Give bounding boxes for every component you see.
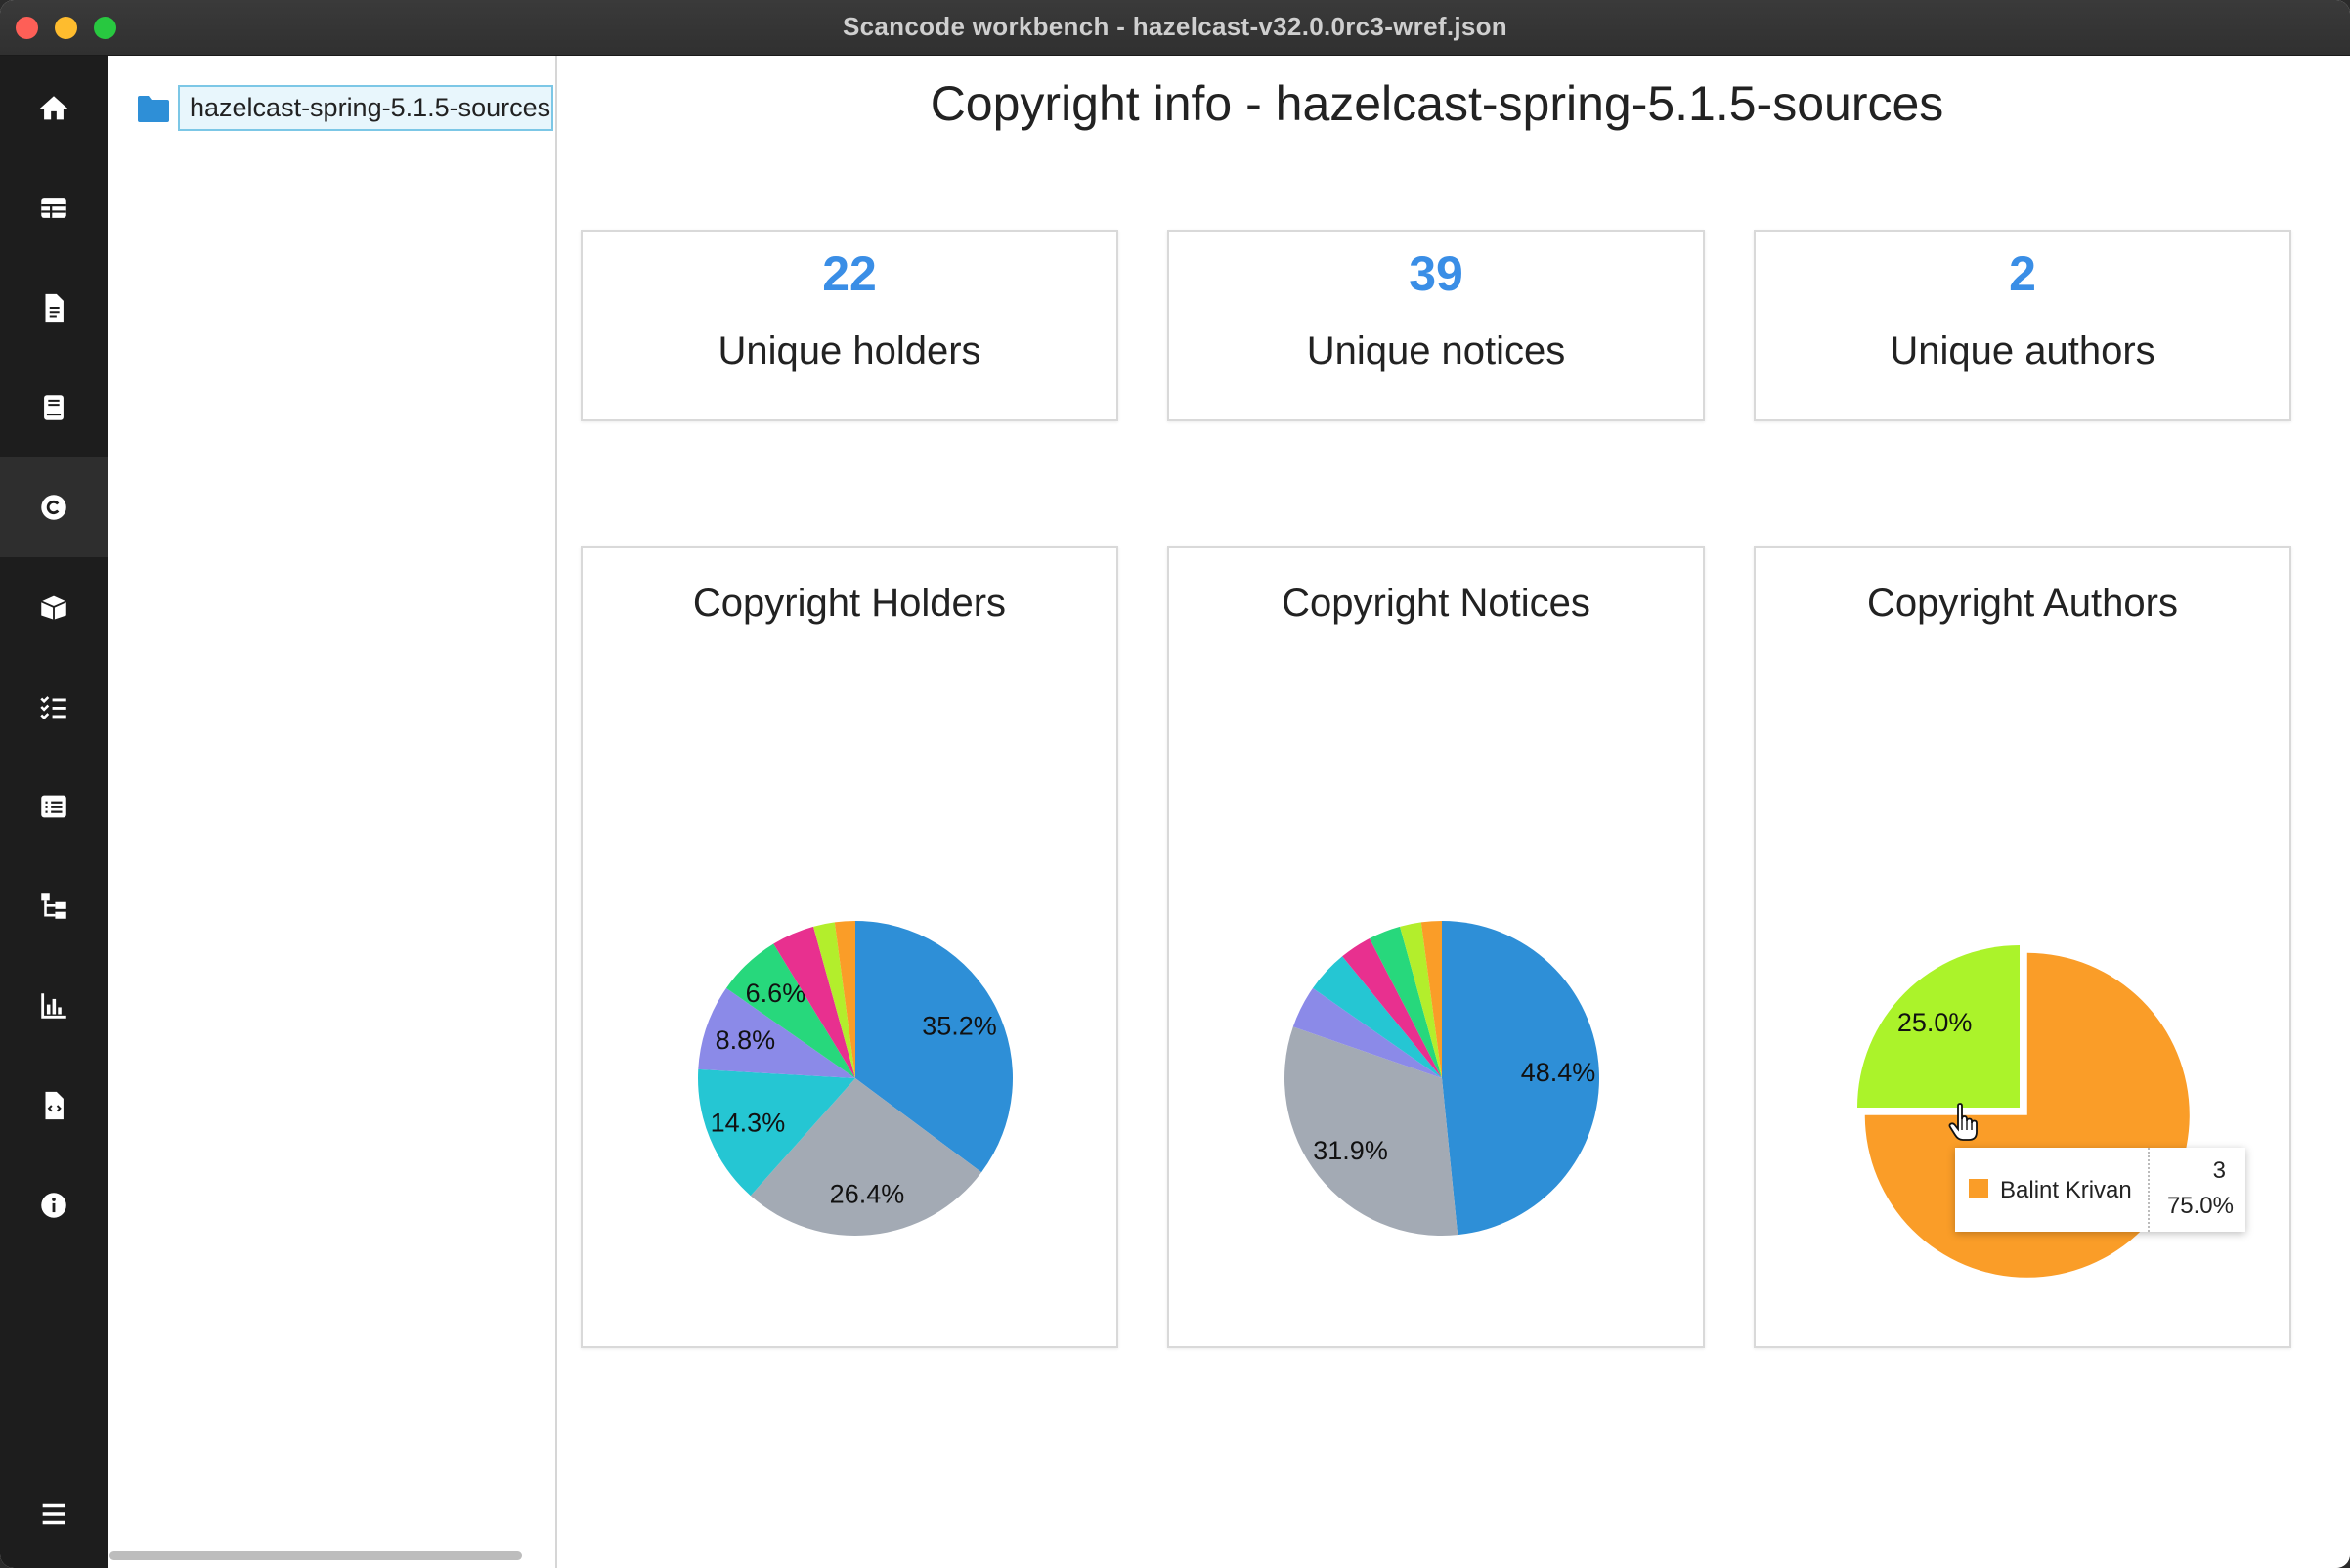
chart-title: Copyright Notices: [1282, 582, 1590, 625]
table-icon: [41, 198, 66, 218]
sidebar-menu-toggle[interactable]: [0, 1464, 108, 1564]
bar-chart-icon: [41, 993, 66, 1019]
folder-icon: [138, 95, 169, 122]
pie-slice[interactable]: [773, 926, 855, 1078]
stat-card-notices: 39 Unique notices: [1167, 230, 1705, 421]
notices-pie-chart[interactable]: 48.4% 31.9%: [1169, 548, 1707, 1350]
sidebar-item-info[interactable]: [0, 1155, 108, 1255]
stat-card-holders: 22 Unique holders: [581, 230, 1118, 421]
pie-slice[interactable]: [1312, 956, 1442, 1078]
holders-pie-chart[interactable]: 35.2% 26.4% 14.3% 8.8% 6.6%: [583, 548, 1120, 1350]
sidebar-item-packages[interactable]: [0, 557, 108, 657]
slice-label: 8.8%: [716, 1025, 776, 1055]
pie-slice[interactable]: [698, 987, 855, 1078]
minimize-window-button[interactable]: [55, 17, 77, 39]
pie-slice[interactable]: [1342, 938, 1442, 1078]
stat-value: 39: [1409, 246, 1463, 301]
slice-label: 31.9%: [1313, 1136, 1388, 1165]
file-info-icon: [45, 293, 64, 323]
tooltip-value: 3: [2212, 1157, 2226, 1184]
hamburger-menu-icon: [42, 1503, 65, 1525]
slice-label: 48.4%: [1521, 1058, 1596, 1087]
pie-slice[interactable]: [813, 922, 855, 1078]
pie-slice[interactable]: [750, 1078, 982, 1236]
tree-root-label[interactable]: hazelcast-spring-5.1.5-sources: [178, 85, 553, 131]
tooltip-color-swatch: [1969, 1179, 1988, 1198]
slice-label: 35.2%: [922, 1012, 997, 1041]
stat-label: Unique holders: [718, 329, 981, 372]
copyright-info-view: Copyright info - hazelcast-spring-5.1.5-…: [557, 56, 2350, 1568]
list-icon: [41, 795, 66, 818]
pie-slice[interactable]: [855, 921, 1013, 1173]
tooltip-percent: 75.0%: [2166, 1193, 2234, 1219]
checklist-icon: [40, 696, 66, 720]
sidebar-item-table[interactable]: [0, 158, 108, 258]
sidebar-item-tree[interactable]: [0, 856, 108, 956]
sidebar-item-copyright[interactable]: [0, 457, 108, 557]
package-box-icon: [40, 595, 67, 620]
chart-title: Copyright Holders: [692, 582, 1007, 625]
window-title: Scancode workbench - hazelcast-v32.0.0rc…: [842, 12, 1507, 41]
notices-chart-card: Copyright Notices 48.4% 31.9%: [1167, 546, 1705, 1348]
holders-chart-card: Copyright Holders 35.2% 26.4% 14.3% 8.8% 6.6…: [581, 546, 1118, 1348]
pie-slice[interactable]: [1857, 945, 2020, 1108]
pie-slice[interactable]: [725, 943, 855, 1078]
stat-value: 22: [822, 246, 877, 301]
sidebar-item-code-file[interactable]: [0, 1056, 108, 1155]
slice-label: 25.0%: [1897, 1008, 1973, 1037]
pie-slice[interactable]: [834, 921, 855, 1078]
pie-slice[interactable]: [698, 1068, 855, 1197]
pie-slice[interactable]: [1284, 1026, 1458, 1236]
sidebar-item-book[interactable]: [0, 358, 108, 457]
sidebar-item-home[interactable]: [0, 59, 108, 158]
chart-tooltip: Balint Krivan 3 75.0%: [1955, 1148, 2245, 1232]
tree-horizontal-scrollbar[interactable]: [109, 1551, 522, 1560]
tooltip-divider: [2148, 1148, 2150, 1232]
pie-slice[interactable]: [1442, 921, 1599, 1236]
stat-label: Unique authors: [1890, 329, 2155, 372]
file-tree-panel: hazelcast-spring-5.1.5-sources: [108, 56, 557, 1568]
stat-label: Unique notices: [1306, 329, 1566, 372]
home-icon: [39, 96, 68, 120]
pie-slice[interactable]: [1420, 921, 1442, 1078]
tree-root-node[interactable]: hazelcast-spring-5.1.5-sources: [137, 85, 553, 131]
book-icon: [44, 395, 64, 420]
info-icon: [41, 1193, 66, 1218]
stat-value: 2: [2009, 246, 2036, 301]
copyright-icon: [41, 495, 66, 520]
chart-title: Copyright Authors: [1867, 582, 2178, 625]
sidebar-item-list[interactable]: [0, 757, 108, 856]
page-title: Copyright info - hazelcast-spring-5.1.5-…: [930, 76, 1944, 131]
code-file-icon: [45, 1091, 64, 1120]
slice-label: 14.3%: [711, 1109, 786, 1138]
slice-label: 26.4%: [830, 1180, 905, 1209]
sidebar-nav: [0, 56, 108, 1568]
title-bar: Scancode workbench - hazelcast-v32.0.0rc…: [0, 0, 2350, 56]
stat-card-authors: 2 Unique authors: [1754, 230, 2291, 421]
authors-chart-card: Copyright Authors 75.0% 25.0%: [1754, 546, 2291, 1348]
pie-slice[interactable]: [1370, 926, 1442, 1078]
sidebar-item-bar-chart[interactable]: [0, 956, 108, 1056]
slice-label: 6.6%: [746, 979, 806, 1008]
maximize-window-button[interactable]: [94, 17, 116, 39]
sidebar-item-file-info[interactable]: [0, 258, 108, 358]
pie-slice[interactable]: [1292, 987, 1442, 1078]
hand-cursor-icon: [1948, 1103, 1978, 1141]
tree-structure-icon: [41, 893, 66, 919]
sidebar-item-checklist[interactable]: [0, 657, 108, 757]
tooltip-name: Balint Krivan: [2000, 1177, 2132, 1203]
close-window-button[interactable]: [16, 17, 38, 39]
pie-slice[interactable]: [1400, 922, 1442, 1078]
